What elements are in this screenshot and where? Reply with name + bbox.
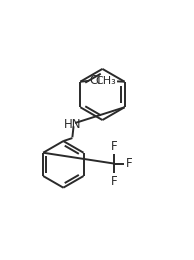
Text: Cl: Cl	[90, 74, 101, 87]
Text: F: F	[126, 157, 132, 170]
Text: F: F	[111, 140, 118, 153]
Text: CH₃: CH₃	[95, 76, 116, 86]
Text: F: F	[111, 175, 118, 188]
Text: HN: HN	[64, 118, 81, 131]
